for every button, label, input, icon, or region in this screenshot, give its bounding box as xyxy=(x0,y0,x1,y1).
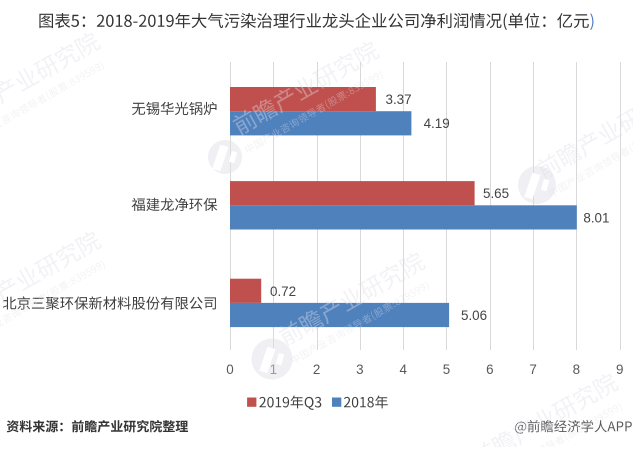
svg-text:6: 6 xyxy=(486,362,493,377)
svg-text:3: 3 xyxy=(356,362,363,377)
svg-text:5: 5 xyxy=(443,362,450,377)
svg-text:4.19: 4.19 xyxy=(424,116,450,131)
svg-text:9: 9 xyxy=(616,362,623,377)
svg-text:8: 8 xyxy=(573,362,580,377)
svg-text:5.06: 5.06 xyxy=(461,308,487,323)
svg-text:1: 1 xyxy=(270,362,277,377)
svg-text:3.37: 3.37 xyxy=(386,92,412,107)
svg-text:8.01: 8.01 xyxy=(583,210,609,225)
svg-text:4: 4 xyxy=(399,362,407,377)
svg-text:0.72: 0.72 xyxy=(270,284,296,299)
svg-text:7: 7 xyxy=(529,362,536,377)
svg-text:2: 2 xyxy=(313,362,320,377)
svg-text:0: 0 xyxy=(226,362,233,377)
svg-text:5.65: 5.65 xyxy=(483,186,509,201)
